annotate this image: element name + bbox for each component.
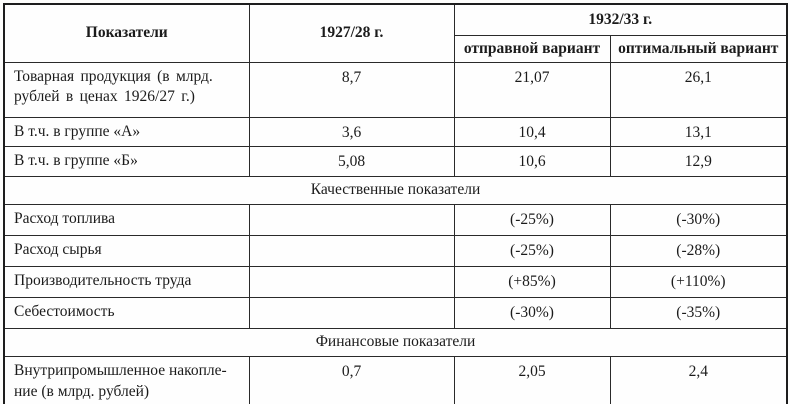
value-optimal: 13,1	[609, 116, 788, 148]
value-optimal: 12,9	[609, 146, 788, 178]
value-1927	[248, 266, 455, 299]
value-optimal: 2,4	[609, 356, 788, 404]
table-row: Себестоимость (-30%) (-35%)	[3, 297, 788, 330]
table-row: Расход сырья (-25%) (-28%)	[3, 235, 788, 268]
value-1927	[248, 204, 455, 237]
table-row: Расход топлива (-25%) (-30%)	[3, 204, 788, 237]
row-label: В т.ч. в группе «А»	[3, 116, 250, 148]
value-baseline: 21,07	[453, 61, 611, 118]
table-row: Внутрипромышленное накопле- ние (в млрд.…	[3, 356, 788, 404]
header-year-1927: 1927/28 г.	[248, 3, 455, 63]
value-optimal: (+110%)	[609, 266, 788, 299]
value-optimal: (-28%)	[609, 235, 788, 268]
value-optimal: (-35%)	[609, 297, 788, 330]
value-1927: 5,08	[248, 146, 455, 178]
table-row: Производительность труда (+85%) (+110%)	[3, 266, 788, 299]
plan-indicators-table: Показатели 1927/28 г. 1932/33 г. отправн…	[3, 3, 789, 404]
value-1927: 0,7	[248, 356, 455, 404]
table-row: В т.ч. в группе «Б» 5,08 10,6 12,9	[3, 146, 788, 178]
value-1927	[248, 235, 455, 268]
section-title: Качественные показатели	[3, 176, 788, 206]
value-1927	[248, 297, 455, 330]
table-row: Товарная продукция (в млрд. рублей в цен…	[3, 61, 788, 118]
header-year-1932: 1932/33 г.	[453, 3, 788, 36]
header-row-top: Показатели 1927/28 г. 1932/33 г.	[3, 3, 788, 63]
value-optimal: 26,1	[609, 61, 788, 118]
row-label: Расход топлива	[3, 204, 250, 237]
row-label: В т.ч. в группе «Б»	[3, 146, 250, 178]
value-baseline: (-25%)	[453, 204, 611, 237]
header-row-variants: отправной вариант оптимальный вариант	[4, 34, 788, 63]
row-label: Расход сырья	[3, 235, 250, 268]
value-baseline: (-25%)	[453, 235, 611, 268]
row-label: Внутрипромышленное накопле- ние (в млрд.…	[3, 356, 250, 404]
value-baseline: (+85%)	[453, 266, 611, 299]
value-optimal: (-30%)	[609, 204, 788, 237]
value-1927: 3,6	[248, 116, 455, 148]
row-label: Себестоимость	[3, 297, 250, 330]
value-baseline: 2,05	[453, 356, 611, 404]
row-label: Товарная продукция (в млрд. рублей в цен…	[3, 61, 250, 118]
value-baseline: 10,6	[453, 146, 611, 178]
value-baseline: 10,4	[453, 116, 611, 148]
section-row-qualitative: Качественные показатели	[3, 176, 788, 206]
header-variant-baseline: отправной вариант	[453, 34, 611, 63]
value-baseline: (-30%)	[453, 297, 611, 330]
table-row: В т.ч. в группе «А» 3,6 10,4 13,1	[3, 116, 788, 148]
header-variant-optimal: оптимальный вариант	[609, 34, 788, 63]
section-row-financial: Финансовые показатели	[3, 328, 788, 358]
value-1927: 8,7	[248, 61, 455, 118]
row-label: Производительность труда	[3, 266, 250, 299]
header-indicators: Показатели	[3, 3, 250, 63]
section-title: Финансовые показатели	[3, 328, 788, 358]
